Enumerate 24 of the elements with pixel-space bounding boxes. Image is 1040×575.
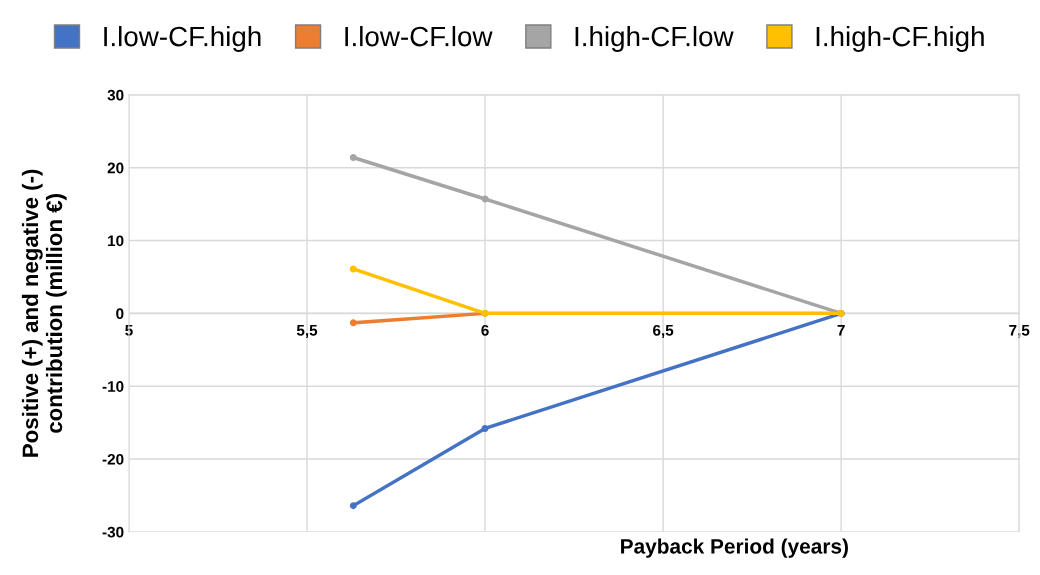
legend-label: I.low-CF.low [345, 25, 493, 47]
y-tick-label: -20 [102, 453, 124, 465]
point [481, 424, 489, 432]
y-tick-label: 10 [108, 235, 124, 247]
y-axis-title: Positive (+) and negative (-) contribution (million €) [21, 169, 67, 457]
y-tick-label: 0 [116, 308, 124, 320]
x-tick-label: 7 [837, 325, 845, 336]
x-tick-label: 5,5 [296, 325, 318, 338]
point [349, 265, 357, 273]
legend-label: I.high-CF.low [575, 25, 734, 52]
x-tick-label: 5 [125, 325, 133, 336]
point [349, 502, 357, 510]
y-tick-label: -30 [102, 526, 124, 538]
legend-label: I.high-CF.high [816, 25, 984, 52]
legend-label: I.low-CF.high [104, 25, 261, 52]
y-tick-label: 20 [107, 162, 124, 174]
point [349, 319, 357, 327]
x-tick-label: 6,5 [653, 324, 674, 338]
x-axis-title: Payback Period (years) [621, 538, 848, 558]
y-tick-label: 30 [107, 89, 124, 101]
x-tick-label: 7,5 [1009, 325, 1030, 338]
y-tick-label: -10 [102, 381, 124, 392]
point [349, 154, 357, 161]
x-tick-label: 6 [481, 324, 489, 336]
